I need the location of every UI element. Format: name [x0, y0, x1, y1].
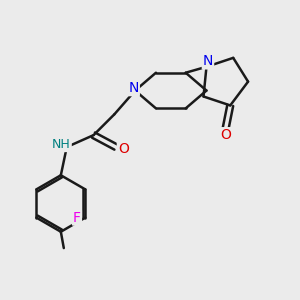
Text: NH: NH	[52, 138, 71, 151]
Text: N: N	[128, 81, 139, 95]
Text: O: O	[118, 142, 129, 155]
Text: N: N	[203, 54, 213, 68]
Text: F: F	[73, 211, 81, 225]
Text: O: O	[220, 128, 231, 142]
